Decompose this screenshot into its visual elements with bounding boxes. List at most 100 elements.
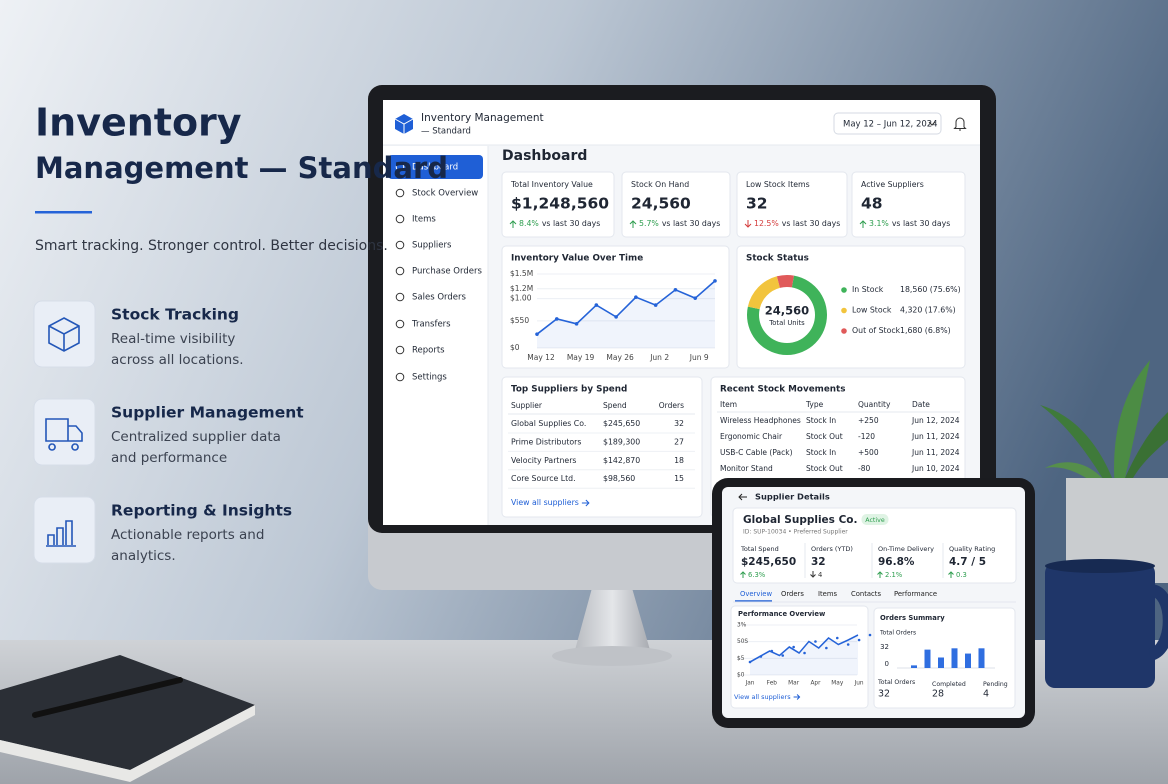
chart-title: Stock Status xyxy=(746,254,809,264)
tab[interactable]: Contacts xyxy=(851,590,881,598)
point xyxy=(846,643,850,646)
card xyxy=(730,605,869,709)
chevron xyxy=(928,121,936,126)
tab[interactable]: Orders xyxy=(781,590,804,598)
bar xyxy=(951,648,958,668)
point xyxy=(535,332,539,336)
date-picker[interactable] xyxy=(833,112,942,135)
card xyxy=(873,607,1016,709)
page-title: Dashboard xyxy=(502,148,587,164)
x-tick-label: May 19 xyxy=(567,353,595,362)
link[interactable]: View all suppliers xyxy=(511,498,579,507)
card xyxy=(736,171,848,238)
x-tick-label: Jun 2 xyxy=(649,353,669,362)
feature-icon-box xyxy=(33,496,96,564)
table-header: Item xyxy=(720,400,737,409)
table-cell: Monitor Stand xyxy=(720,464,773,473)
table-cell: +250 xyxy=(858,416,879,425)
table-cell: -80 xyxy=(858,464,870,473)
feature-icon-box xyxy=(33,398,96,466)
table-cell: 18 xyxy=(674,456,684,465)
donut-segment xyxy=(747,276,780,310)
stat-change: 6.3% xyxy=(748,571,766,579)
feature-desc: analytics. xyxy=(111,548,176,564)
notebook xyxy=(0,655,255,782)
legend-dot xyxy=(841,307,847,314)
point xyxy=(693,296,698,300)
table-cell: Wireless Headphones xyxy=(720,416,801,425)
table-cell: Jun 11, 2024 xyxy=(911,448,960,457)
table-cell: Stock In xyxy=(806,448,836,457)
trend-arrow xyxy=(948,571,954,578)
donut-label: Total Units xyxy=(768,319,805,327)
tab[interactable]: Performance xyxy=(894,590,937,598)
link[interactable]: View all suppliers xyxy=(734,693,791,701)
card xyxy=(501,171,615,238)
table-header: Date xyxy=(912,400,930,409)
feature-desc: Actionable reports and xyxy=(111,527,264,543)
chart-title: Inventory Value Over Time xyxy=(511,254,643,264)
tab[interactable]: Overview xyxy=(740,590,772,598)
point xyxy=(835,636,839,640)
chart-subtitle: Total Orders xyxy=(879,630,916,637)
kpi-label: Stock On Hand xyxy=(631,180,689,189)
table-title: Recent Stock Movements xyxy=(720,385,846,395)
x-tick-label: Jun xyxy=(854,681,864,687)
table-cell: Jun 10, 2024 xyxy=(911,464,960,473)
nav-active xyxy=(388,155,483,179)
kpi-value: 48 xyxy=(861,195,883,213)
status-badge xyxy=(861,514,889,525)
status: Active xyxy=(865,517,885,524)
point xyxy=(554,317,559,321)
nav-item[interactable]: Reports xyxy=(412,346,445,356)
table-cell: Prime Distributors xyxy=(511,437,581,446)
nav-item[interactable]: Suppliers xyxy=(412,241,452,251)
table-cell: $189,300 xyxy=(603,437,640,446)
nav-icon xyxy=(395,372,405,382)
brand-sub: — Standard xyxy=(421,127,471,137)
kpi-label: Active Suppliers xyxy=(861,180,924,189)
back-arrow[interactable] xyxy=(738,493,747,501)
supplier-name: Global Supplies Co. xyxy=(743,514,858,526)
tagline: Smart tracking. Stronger control. Better… xyxy=(35,238,388,254)
bar xyxy=(965,653,971,668)
kpi-compare: vs last 30 days xyxy=(542,219,601,228)
x-tick-label: Mar xyxy=(788,681,800,687)
date-range[interactable]: May 12 – Jun 12, 2024 xyxy=(843,120,938,130)
kpi-label: Low Stock Items xyxy=(746,180,810,189)
table-header: Supplier xyxy=(511,401,543,410)
stat-label: Quality Rating xyxy=(949,545,995,553)
nav-item[interactable]: Dashboard xyxy=(412,163,458,173)
bell-icon[interactable] xyxy=(953,117,967,131)
kpi-value: 24,560 xyxy=(631,195,691,213)
point xyxy=(574,322,579,326)
y-axis-label: 50S xyxy=(737,639,748,645)
nav-item[interactable]: Purchase Orders xyxy=(412,267,482,277)
nav-item[interactable]: Stock Overview xyxy=(412,189,478,199)
nav-item[interactable]: Items xyxy=(412,215,436,225)
point xyxy=(868,633,872,637)
table-cell: Jun 11, 2024 xyxy=(911,432,960,441)
x-tick-label: May 26 xyxy=(606,353,634,362)
total-label: Pending xyxy=(983,681,1008,688)
nav-item[interactable]: Sales Orders xyxy=(412,293,466,303)
point xyxy=(770,649,774,653)
table-cell: Core Source Ltd. xyxy=(511,474,576,483)
nav-item[interactable]: Settings xyxy=(412,373,447,383)
trend-arrow xyxy=(740,571,746,578)
legend-label: In Stock xyxy=(852,285,884,294)
point xyxy=(781,654,785,657)
nav-item[interactable]: Transfers xyxy=(411,320,451,330)
bar xyxy=(978,648,985,668)
stat-value: $245,650 xyxy=(741,556,796,568)
icon-truck xyxy=(45,418,83,451)
donut-segment xyxy=(747,275,827,355)
stat-change: 0.3 xyxy=(956,571,967,579)
point xyxy=(748,660,752,664)
tab[interactable]: Items xyxy=(818,590,837,598)
bar xyxy=(938,657,944,668)
table-cell: $142,870 xyxy=(603,456,640,465)
nav-icon xyxy=(395,214,405,224)
y-tick-label: $1.00 xyxy=(510,294,532,303)
